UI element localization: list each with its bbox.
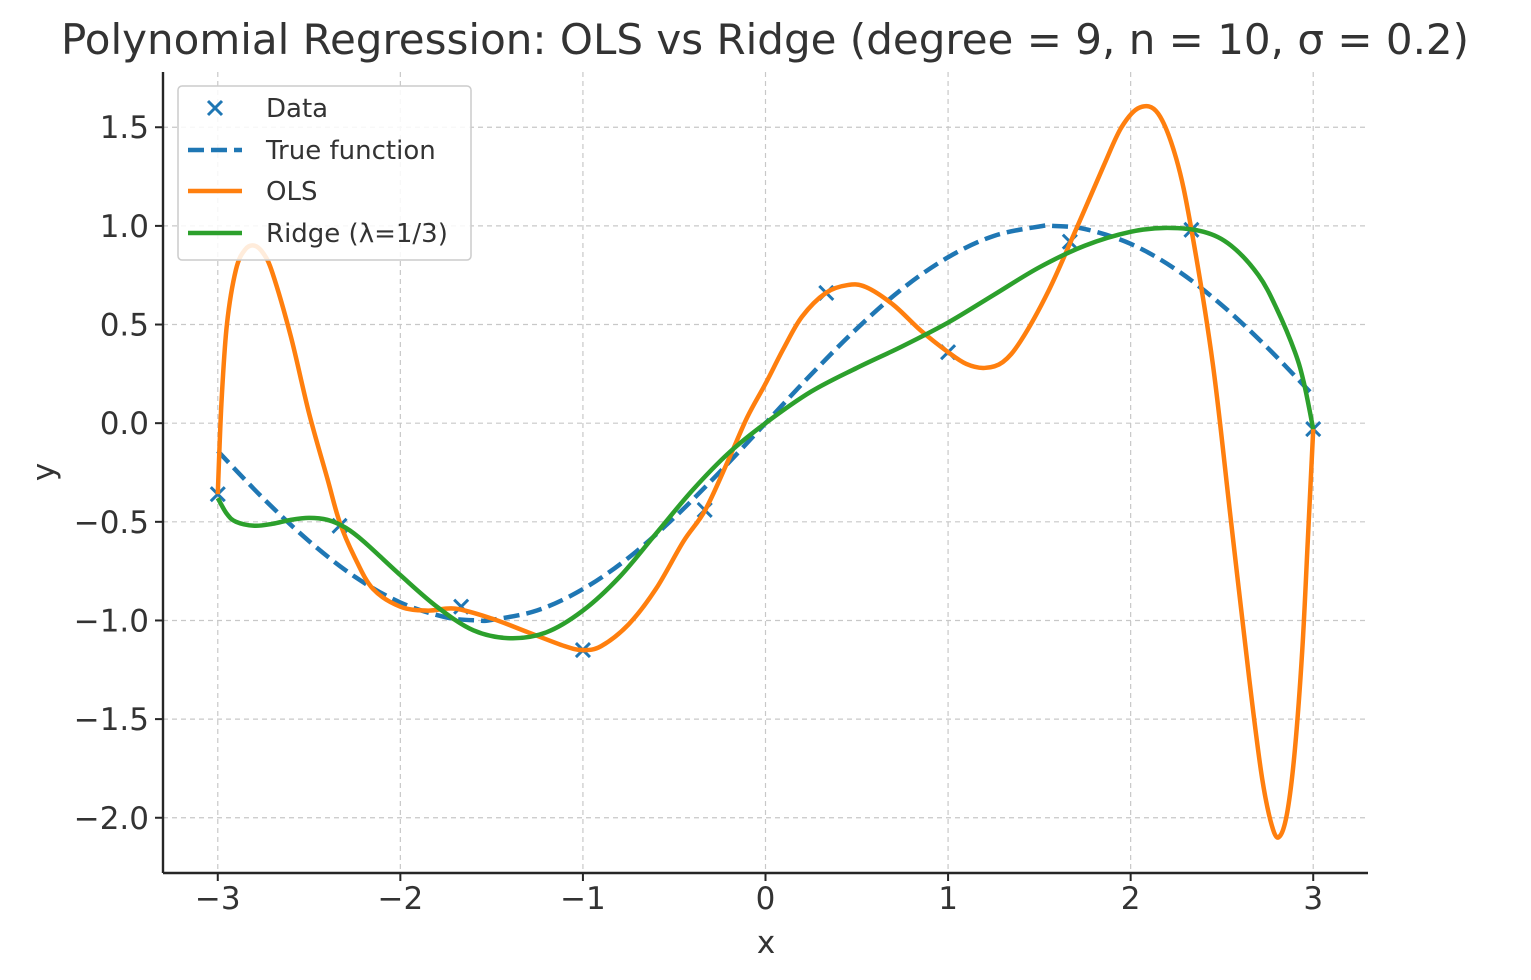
chart-title: Polynomial Regression: OLS vs Ridge (deg… [61, 15, 1469, 64]
y-tick-label: 1.0 [100, 209, 149, 245]
x-axis-label: x [757, 925, 775, 961]
series-line-ridge-1-3 [215, 225, 1316, 641]
x-tick-label: −3 [195, 881, 241, 917]
y-tick-label: −1.0 [74, 603, 149, 639]
x-tick-label: 1 [938, 881, 958, 917]
legend-frame [177, 85, 472, 261]
legend-entry-data: Data [206, 94, 328, 124]
x-tick-label: −2 [377, 881, 423, 917]
legend-label: Ridge (λ=1/3) [266, 219, 448, 249]
legend: Data True function OLS Ridge (λ=1/3) [177, 85, 472, 261]
legend-entry-ridge: Ridge (λ=1/3) [188, 219, 448, 249]
legend-label: OLS [266, 177, 317, 207]
legend-label: Data [266, 94, 328, 124]
legend-entry-true-function: True function [188, 136, 436, 166]
ticks: −3 −2 −1 0 1 2 3 −2.0 −1.5 −1.0 −0.5 0.0 0.5 1.0 1.5 [74, 110, 1323, 917]
grid [163, 72, 1368, 873]
y-tick-label: −1.5 [74, 702, 149, 738]
y-axis-label: y [26, 463, 62, 481]
y-tick-label: −2.0 [74, 801, 149, 837]
legend-entry-ols: OLS [188, 177, 317, 207]
y-tick-label: 0.0 [100, 406, 149, 442]
x-tick-label: −1 [560, 881, 606, 917]
legend-label: True function [265, 136, 436, 166]
data-point [209, 486, 226, 503]
series-line-ols [215, 103, 1316, 840]
x-tick-label: 0 [756, 881, 776, 917]
y-tick-label: 1.5 [100, 110, 149, 146]
x-tick-label: 2 [1121, 881, 1141, 917]
y-tick-label: 0.5 [100, 308, 149, 344]
y-tick-label: −0.5 [74, 505, 149, 541]
legend-marker-x [206, 99, 224, 117]
x-tick-label: 3 [1303, 881, 1323, 917]
plot-area [209, 103, 1322, 840]
